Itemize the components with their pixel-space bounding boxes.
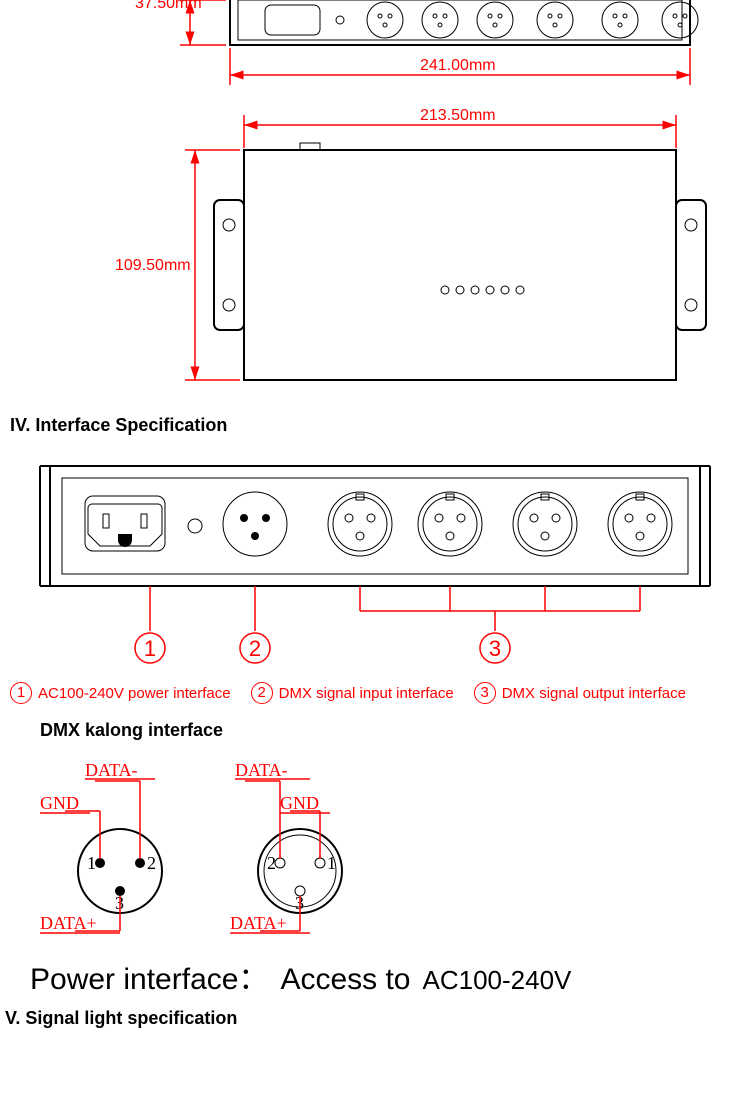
section-iv-heading: IV. Interface Specification xyxy=(10,415,750,436)
dim-241: 241.00mm xyxy=(230,48,690,85)
section-v-heading: V. Signal light specification xyxy=(5,1008,750,1029)
power-interface-line: Power interface： Access to AC100-240V xyxy=(0,954,750,998)
legend-text-1: AC100-240V power interface xyxy=(38,685,231,702)
dim-label: 109.50mm xyxy=(115,257,191,274)
dmx-kalong-heading: DMX kalong interface xyxy=(40,720,750,741)
xlr-output-group xyxy=(328,492,672,556)
ac-range-label: AC100-240V xyxy=(423,965,572,996)
power-interface-label: Power interface： xyxy=(30,954,268,998)
svg-text:DATA+: DATA+ xyxy=(230,913,287,933)
svg-text:DATA+: DATA+ xyxy=(40,913,97,933)
svg-text:1: 1 xyxy=(144,636,156,661)
legend-num-2: 2 xyxy=(251,682,273,704)
legend-text-2: DMX signal input interface xyxy=(279,685,454,702)
dimension-diagram: 37.50mm 241.00mm 213.50mm xyxy=(0,0,750,400)
interface-spec-diagram: 1 2 3 xyxy=(0,446,750,671)
kalong-pinout-diagram: 1 2 3 GND DATA- DATA+ 2 1 3 DATA- GND xyxy=(20,751,440,941)
svg-text:3: 3 xyxy=(489,636,501,661)
svg-text:GND: GND xyxy=(280,793,319,813)
dim-109-50: 109.50mm xyxy=(115,150,240,380)
access-to-label: Access to xyxy=(280,963,410,997)
dim-37-50: 37.50mm xyxy=(135,0,226,45)
legend-num-1: 1 xyxy=(10,682,32,704)
interface-legend: 1 AC100-240V power interface 2 DMX signa… xyxy=(0,676,750,710)
svg-text:DATA-: DATA- xyxy=(235,760,288,780)
top-view-enclosure xyxy=(214,143,706,380)
side-panel-view xyxy=(230,0,698,45)
svg-text:2: 2 xyxy=(249,636,261,661)
dim-label: 37.50mm xyxy=(135,0,202,12)
svg-text:1: 1 xyxy=(87,853,96,873)
dim-213-50: 213.50mm xyxy=(244,107,676,148)
svg-text:2: 2 xyxy=(147,853,156,873)
svg-text:1: 1 xyxy=(327,853,336,873)
callout-numbers: 1 2 3 xyxy=(135,633,510,663)
svg-text:2: 2 xyxy=(267,853,276,873)
svg-text:DATA-: DATA- xyxy=(85,760,138,780)
callout-lines xyxy=(150,586,640,631)
legend-num-3: 3 xyxy=(474,682,496,704)
power-socket xyxy=(85,496,165,551)
dim-label: 241.00mm xyxy=(420,57,496,74)
svg-text:GND: GND xyxy=(40,793,79,813)
legend-text-3: DMX signal output interface xyxy=(502,685,686,702)
dim-label: 213.50mm xyxy=(420,107,496,124)
xlr-input xyxy=(223,492,287,556)
